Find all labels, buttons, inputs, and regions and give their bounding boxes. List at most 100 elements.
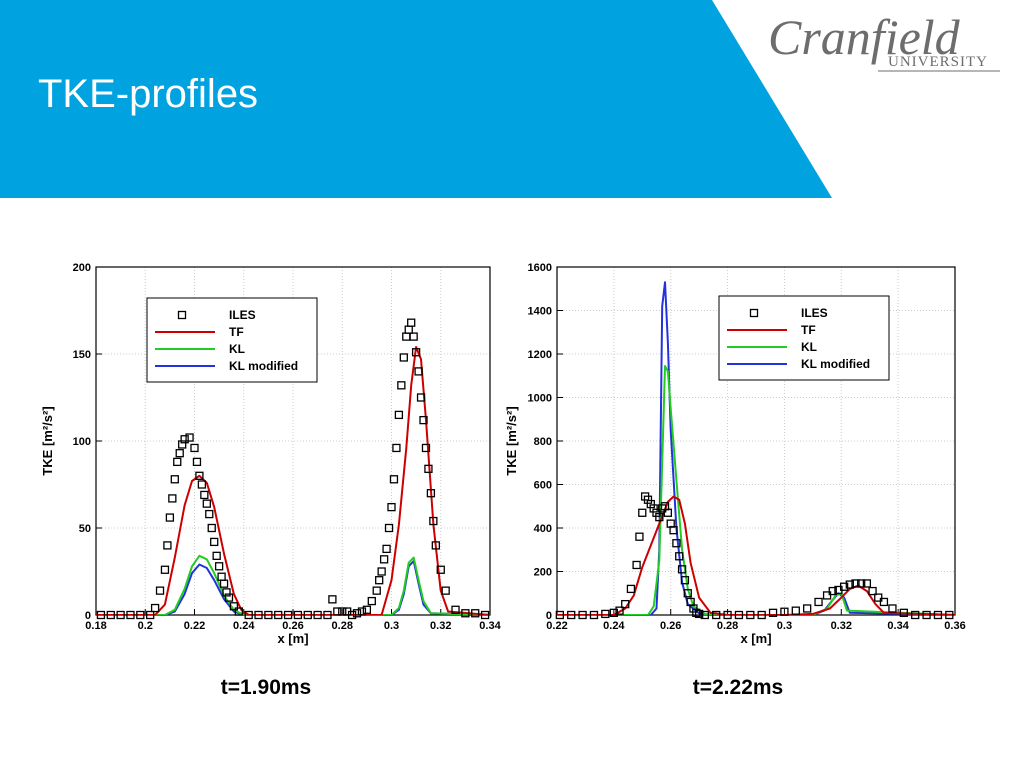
iles-point (862, 579, 872, 588)
iles-point (692, 608, 701, 617)
iles-point (471, 609, 480, 618)
y-tick-label: 800 (534, 436, 552, 448)
iles-point (669, 526, 678, 535)
iles-point (814, 597, 823, 607)
y-tick-label: 1400 (528, 306, 552, 318)
iles-point (264, 610, 273, 620)
iles-point (441, 586, 450, 595)
iles-point (384, 523, 394, 533)
iles-point (822, 591, 832, 600)
iles-point (175, 449, 184, 458)
cranfield-logo-subtitle: UNIVERSITY (888, 54, 988, 70)
iles-point (757, 610, 766, 620)
iles-point (192, 457, 202, 467)
iles-point (173, 457, 182, 467)
iles-point (411, 348, 421, 357)
iles-point (646, 499, 655, 509)
iles-point (426, 489, 436, 498)
iles-point (638, 508, 647, 517)
iles-point (635, 532, 644, 541)
iles-point (683, 589, 692, 598)
iles-point (451, 605, 460, 614)
legend-marker-iles (177, 310, 187, 320)
x-tick-label: 0.32 (831, 620, 852, 632)
x-tick-label: 0.18 (85, 620, 106, 632)
iles-point (429, 516, 438, 526)
iles-point (207, 523, 216, 533)
iles-point (409, 332, 418, 341)
iles-point (254, 610, 263, 620)
iles-point (357, 607, 367, 616)
x-tick-label: 0.24 (233, 620, 255, 632)
iles-point (404, 325, 413, 334)
iles-point (392, 443, 401, 453)
iles-point (168, 494, 177, 503)
iles-point (723, 610, 732, 620)
legend: ILES TF KL KL modified (718, 295, 890, 381)
iles-point (780, 607, 789, 616)
x-tick-label: 0.24 (603, 620, 625, 632)
iles-point (375, 576, 384, 585)
iles-point (879, 597, 889, 607)
iles-point (387, 502, 396, 512)
iles-point (672, 539, 681, 548)
iles-point (222, 588, 231, 597)
iles-point (195, 471, 204, 480)
iles-point (734, 610, 744, 620)
iles-point (911, 610, 920, 620)
legend-box (718, 295, 890, 381)
x-tick-label: 0.3 (384, 620, 399, 632)
chart-caption-t190: t=1.90ms (220, 676, 312, 699)
iles-point (202, 499, 211, 508)
iles-point (649, 504, 658, 513)
iles-point (224, 593, 234, 602)
y-tick-label: 1000 (528, 393, 552, 405)
series-line-tf (96, 346, 490, 615)
iles-point (609, 608, 619, 617)
iles-point (146, 610, 155, 620)
y-tick-label: 200 (534, 567, 552, 579)
y-tick-label: 100 (73, 436, 91, 448)
iles-point (214, 562, 224, 571)
iles-point (217, 572, 226, 581)
iles-point (851, 579, 860, 588)
series-markers-iles (555, 492, 954, 620)
iles-point (416, 393, 426, 402)
iles-point (234, 607, 243, 616)
x-tick-label: 0.26 (660, 620, 681, 632)
legend-label: ILES (801, 306, 828, 320)
iles-point (160, 565, 170, 574)
iles-point (372, 586, 381, 595)
iles-point (803, 604, 812, 613)
iles-point (185, 433, 194, 442)
iles-point (352, 609, 362, 618)
x-tick-label: 0.36 (944, 620, 965, 632)
legend-label: ILES (229, 308, 256, 322)
iles-point (421, 443, 431, 453)
iles-point (436, 565, 445, 574)
iles-point (402, 332, 411, 341)
chart-caption-t222: t=2.22ms (692, 676, 784, 699)
tke-chart-t190: 0.18 0.2 0.22 0.24 0.26 0.28 0.3 0.32 0.34 0 50 100… (40, 262, 502, 646)
x-axis-label: x [m] (277, 631, 308, 646)
iles-point (922, 610, 931, 620)
legend: ILES TF KL KL modified (146, 297, 318, 383)
iles-point (219, 579, 229, 588)
iles-point (658, 504, 667, 513)
iles-point (874, 593, 883, 602)
x-tick-label: 0.28 (332, 620, 353, 632)
iles-point (197, 480, 207, 489)
y-tick-label: 600 (534, 480, 552, 492)
iles-point (868, 586, 877, 596)
x-axis-label: x [m] (740, 631, 771, 646)
iles-point (407, 318, 416, 327)
iles-point (839, 582, 849, 591)
legend-label: KL (229, 342, 245, 356)
iles-point (680, 576, 690, 585)
header-banner (0, 0, 1000, 198)
iles-point (210, 537, 219, 547)
legend-box (146, 297, 318, 383)
iles-point (626, 584, 636, 594)
iles-point (899, 608, 908, 617)
iles-point (663, 508, 673, 517)
